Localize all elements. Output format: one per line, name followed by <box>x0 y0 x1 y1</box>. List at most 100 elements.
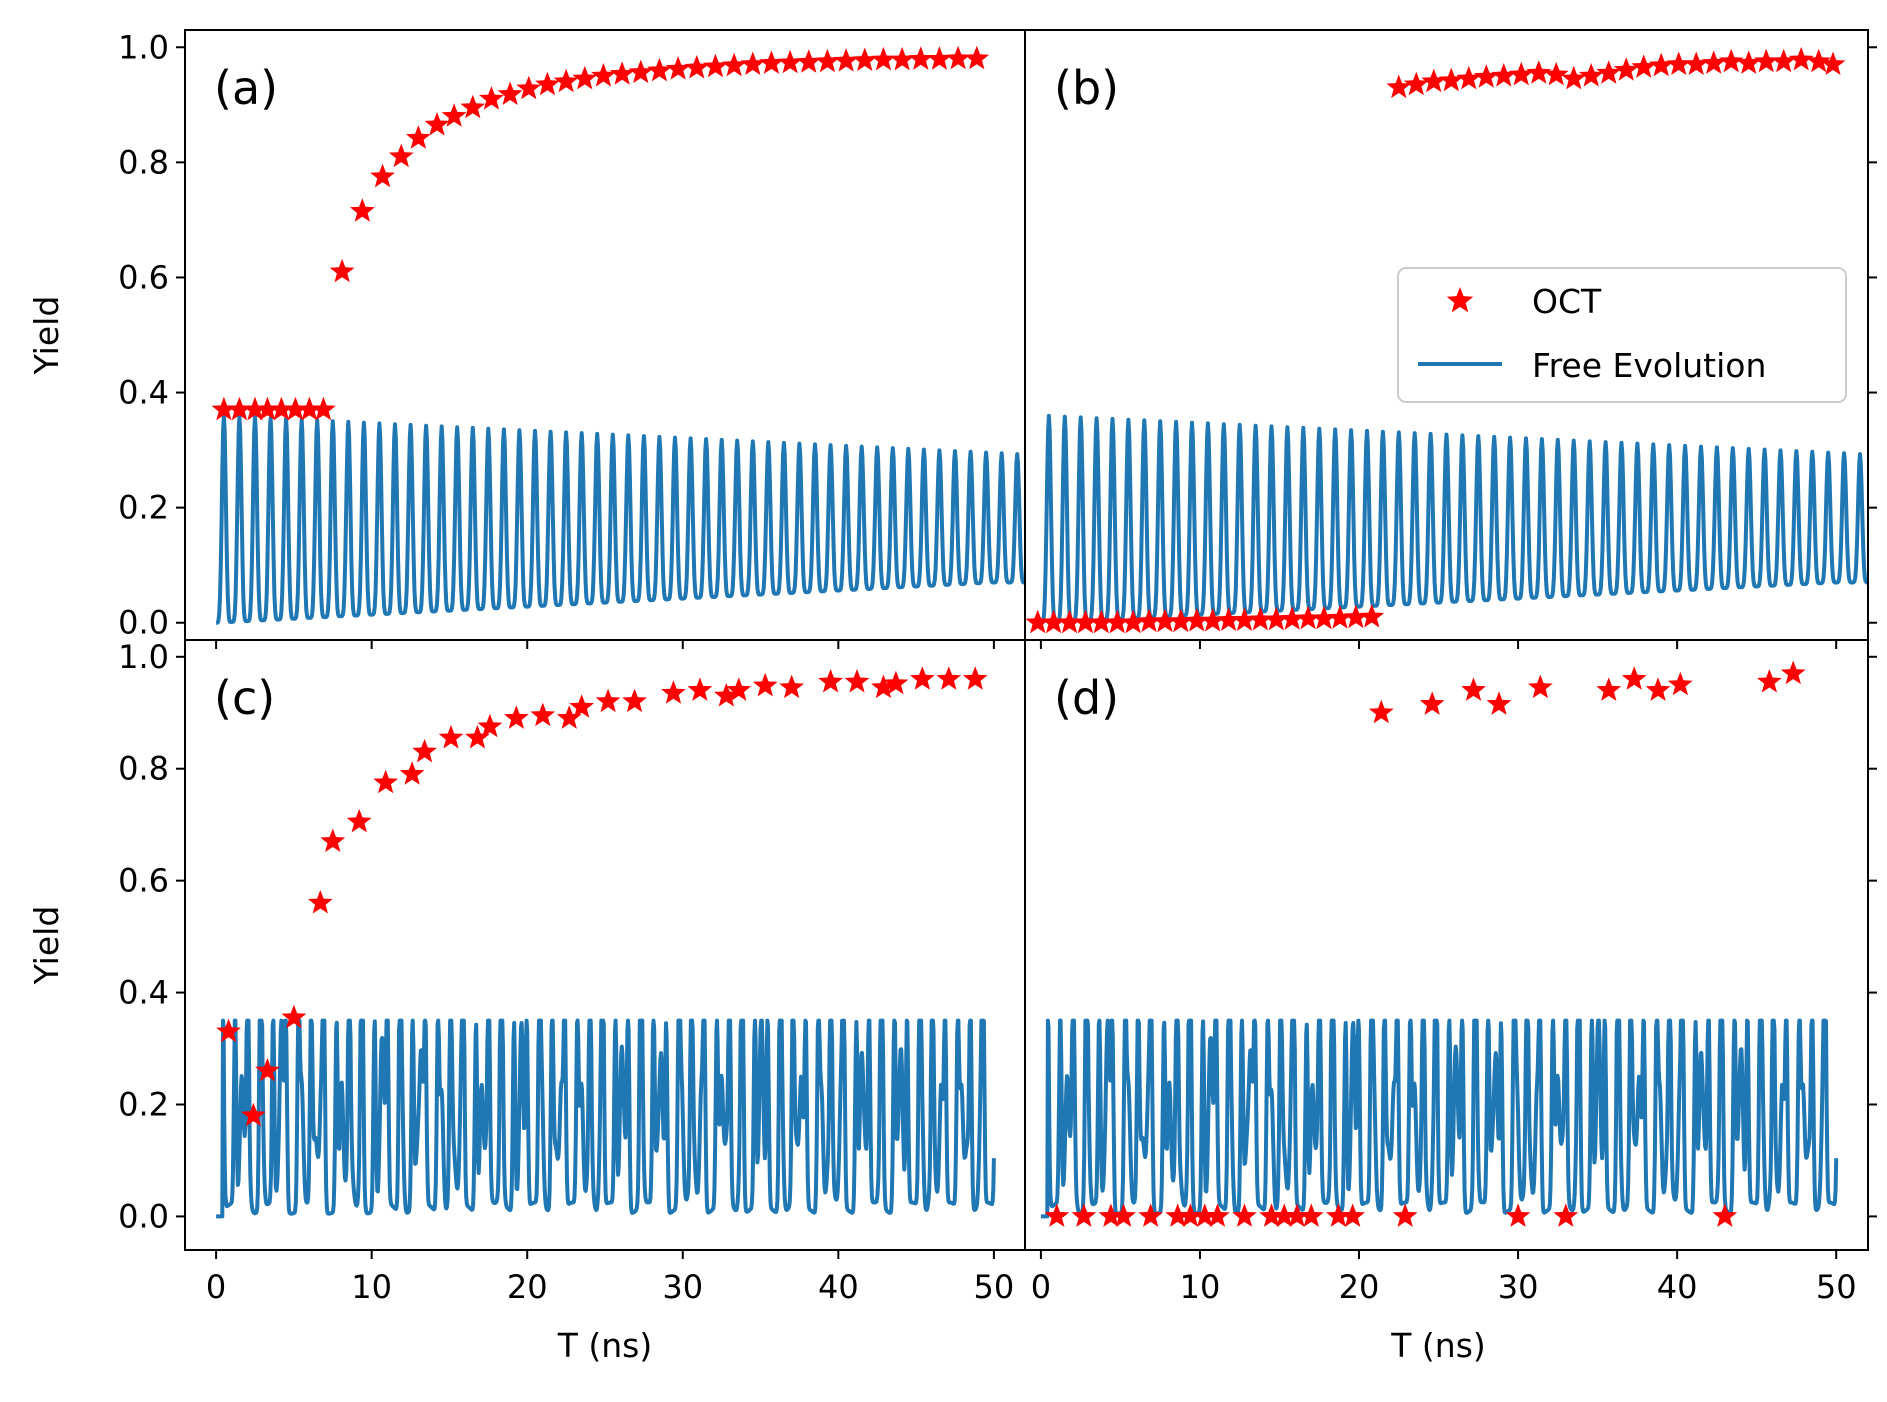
oct-point <box>530 702 556 727</box>
oct-point <box>211 396 237 421</box>
oct-point <box>1456 65 1482 90</box>
oct-point <box>424 112 450 136</box>
oct-point <box>1526 60 1552 84</box>
legend-oct-marker <box>1446 287 1474 313</box>
x-tick-label: 30 <box>1498 1268 1539 1306</box>
oct-point <box>1403 71 1429 96</box>
oct-point <box>479 86 504 110</box>
y-axis-label: Yield <box>27 906 66 986</box>
oct-point <box>1248 606 1273 631</box>
oct-point <box>1419 691 1445 715</box>
oct-point <box>1271 1203 1297 1227</box>
oct-point <box>1486 691 1512 715</box>
oct-point <box>1596 60 1622 84</box>
free-evolution-line <box>214 413 1025 625</box>
oct-point <box>346 808 372 833</box>
panel-d: 0 10 20 30 40 50 (d) T (ns) <box>1024 639 1877 1365</box>
oct-point <box>1041 609 1066 634</box>
oct-point <box>1120 609 1146 634</box>
oct-point <box>609 61 635 85</box>
oct-point <box>441 103 467 127</box>
y-tick-label: 0.8 <box>118 750 169 788</box>
y-tick-label: 0.2 <box>118 489 169 527</box>
oct-point <box>1343 604 1369 629</box>
oct-point <box>255 1057 280 1082</box>
oct-point <box>1368 699 1394 724</box>
y-tick-label: 0.4 <box>118 974 169 1012</box>
oct-point <box>329 258 355 283</box>
oct-point <box>1057 609 1082 634</box>
oct-point <box>1473 64 1499 88</box>
oct-point <box>1461 677 1486 701</box>
oct-point <box>388 143 414 168</box>
oct-point <box>1631 54 1657 78</box>
legend-free-evolution-label: Free Evolution <box>1532 346 1766 385</box>
oct-point <box>1491 63 1517 87</box>
x-tick-label: 40 <box>1657 1268 1698 1306</box>
oct-point <box>661 680 686 704</box>
x-tick-label: 0 <box>1031 1268 1051 1306</box>
oct-point <box>1438 67 1464 92</box>
oct-point <box>1667 671 1693 696</box>
oct-point <box>1736 50 1762 74</box>
y-tick-label: 0.6 <box>118 862 169 900</box>
oct-point <box>1421 68 1447 93</box>
oct-point <box>297 396 322 421</box>
oct-point <box>1279 606 1305 630</box>
oct-point <box>1757 669 1782 693</box>
oct-point <box>1508 61 1534 86</box>
oct-point <box>687 677 713 701</box>
oct-point <box>569 694 594 718</box>
panel-label: (a) <box>214 61 278 115</box>
oct-point <box>779 674 804 699</box>
oct-point <box>1168 608 1194 633</box>
y-tick-label: 0.0 <box>118 604 169 642</box>
oct-point <box>370 163 395 188</box>
oct-point <box>1104 609 1130 634</box>
oct-point <box>1386 74 1412 99</box>
oct-point <box>1561 65 1587 90</box>
oct-point <box>1553 1203 1579 1227</box>
oct-point <box>516 75 542 100</box>
oct-point <box>216 1018 241 1043</box>
oct-point <box>281 1004 307 1029</box>
oct-point <box>241 1102 266 1127</box>
oct-point <box>818 669 843 693</box>
axes-frame <box>1024 639 1869 1251</box>
x-tick-label: 10 <box>351 1268 392 1306</box>
oct-point <box>1753 48 1779 73</box>
oct-point <box>477 713 503 738</box>
oct-point <box>1820 51 1846 75</box>
oct-point <box>1284 1203 1310 1227</box>
oct-point <box>1044 1203 1070 1227</box>
oct-point <box>572 65 598 90</box>
oct-point <box>1216 607 1241 631</box>
oct-point <box>535 71 560 96</box>
oct-point <box>1806 48 1832 73</box>
oct-point <box>412 738 437 763</box>
oct-point <box>740 51 766 75</box>
legend-box <box>1397 267 1847 403</box>
y-tick-label: 0.2 <box>118 1085 169 1123</box>
oct-point <box>1138 1203 1163 1227</box>
x-tick-label: 50 <box>1816 1268 1857 1306</box>
oct-point <box>1184 608 1210 632</box>
y-tick-label: 0.6 <box>118 258 169 296</box>
oct-point <box>962 666 988 690</box>
oct-point <box>883 670 909 695</box>
oct-point <box>1326 1203 1351 1227</box>
oct-point <box>1359 604 1385 628</box>
y-tick-label: 0.8 <box>118 143 169 181</box>
oct-point <box>350 198 375 222</box>
oct-point <box>936 666 962 690</box>
oct-point <box>1645 677 1671 701</box>
oct-point <box>1543 61 1569 86</box>
oct-point <box>908 46 934 70</box>
oct-point <box>1263 606 1289 631</box>
x-axis-label: T (ns) <box>557 1326 653 1365</box>
oct-point <box>460 94 486 119</box>
panel-label: (b) <box>1054 61 1119 115</box>
legend: OCT Free Evolution <box>1397 267 1847 403</box>
oct-point <box>1648 52 1674 77</box>
oct-point <box>1771 48 1797 73</box>
